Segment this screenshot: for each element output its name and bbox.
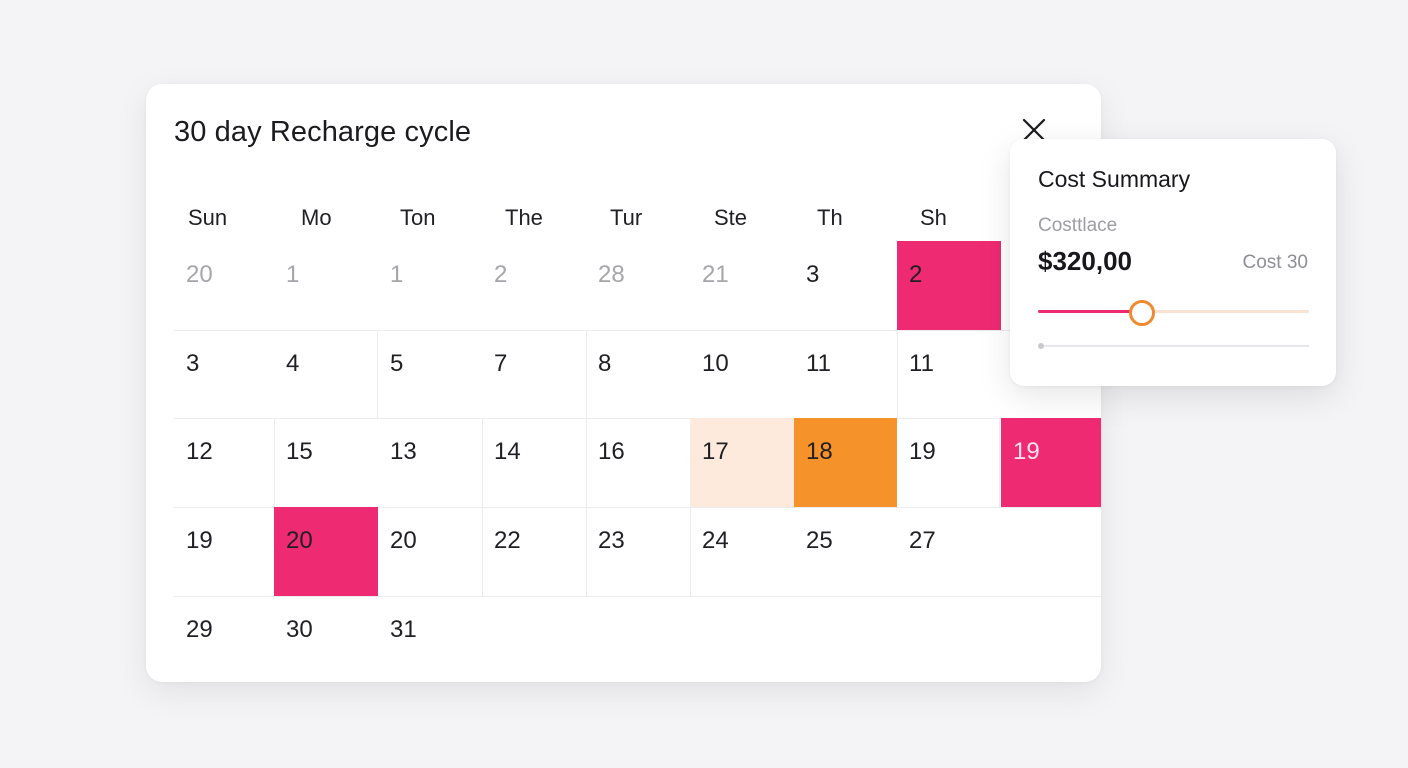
- grid-line: [482, 418, 483, 596]
- calendar-day-cell[interactable]: 1: [286, 261, 300, 288]
- weekday-header: The: [505, 205, 543, 230]
- calendar-day-cell[interactable]: 31: [390, 616, 417, 643]
- summary-label: Costtlace: [1038, 215, 1118, 236]
- weekday-header: Sun: [188, 205, 228, 230]
- calendar-day-cell[interactable]: 13: [390, 438, 417, 465]
- weekday-header: Ton: [400, 205, 436, 230]
- calendar-day-cell[interactable]: 22: [494, 527, 521, 554]
- calendar-day-cell[interactable]: 12: [186, 438, 213, 465]
- slider-thumb[interactable]: [1128, 300, 1155, 326]
- weekday-header: Ste: [714, 205, 748, 230]
- calendar-day-cell[interactable]: 2: [494, 261, 508, 288]
- cost-summary-panel: Cost Summary Costtlace $320,00 Cost 30: [1010, 139, 1336, 386]
- calendar-day-cell[interactable]: 11: [909, 350, 934, 377]
- calendar-day-cell[interactable]: 20: [186, 261, 213, 288]
- calendar-day-cell[interactable]: 11: [806, 350, 831, 377]
- slider-track: [1038, 310, 1309, 313]
- calendar-day-cell[interactable]: 27: [909, 527, 936, 554]
- calendar-day-cell[interactable]: 21: [702, 261, 729, 288]
- grid-line: [174, 596, 1101, 597]
- calendar-day-cell[interactable]: 24: [702, 527, 729, 554]
- grid-line: [174, 418, 1101, 419]
- grid-line: [999, 418, 1000, 507]
- calendar-day-cell[interactable]: 2: [897, 241, 1001, 330]
- calendar-day-cell[interactable]: 19: [909, 438, 936, 465]
- slider-fill: [1038, 310, 1141, 313]
- calendar-day-cell[interactable]: 8: [598, 350, 612, 377]
- grid-line: [174, 330, 1101, 331]
- summary-side-label: Cost 30: [1242, 252, 1308, 273]
- calendar-day-cell[interactable]: 28: [598, 261, 625, 288]
- grid-line: [586, 418, 587, 596]
- calendar-day-cell[interactable]: 19: [1001, 418, 1101, 507]
- calendar-day-cell[interactable]: 16: [598, 438, 625, 465]
- summary-title: Cost Summary: [1038, 166, 1191, 192]
- recharge-calendar-card: 30 day Recharge cycle Sun Mo Ton The Tur Ste T…: [146, 84, 1101, 682]
- calendar-day-cell[interactable]: 17: [690, 418, 794, 507]
- summary-amount: $320,00: [1038, 246, 1132, 276]
- calendar-day-cell[interactable]: 14: [494, 438, 521, 465]
- grid-line: [897, 330, 898, 418]
- calendar-day-cell[interactable]: 23: [598, 527, 625, 554]
- weekday-header: Mo: [301, 205, 332, 230]
- calendar-day-cell[interactable]: 5: [390, 350, 404, 377]
- calendar-day-cell[interactable]: 1: [390, 261, 404, 288]
- calendar-day-cell[interactable]: 18: [794, 418, 897, 507]
- secondary-slider[interactable]: [1038, 339, 1309, 353]
- calendar-day-cell[interactable]: 3: [186, 350, 200, 377]
- weekday-header: Tur: [610, 205, 643, 230]
- slider-track: [1038, 345, 1309, 347]
- calendar-day-cell[interactable]: 25: [806, 527, 833, 554]
- grid-line: [586, 330, 587, 418]
- weekday-header: Th: [817, 205, 843, 230]
- calendar-day-cell[interactable]: 20: [274, 507, 378, 596]
- calendar-day-cell[interactable]: 3: [806, 261, 820, 288]
- calendar-day-cell[interactable]: 20: [390, 527, 417, 554]
- card-title: 30 day Recharge cycle: [174, 116, 472, 148]
- calendar-day-cell[interactable]: 7: [494, 350, 508, 377]
- cost-slider[interactable]: [1038, 299, 1309, 326]
- grid-line: [690, 418, 691, 596]
- grid-line: [174, 507, 1101, 508]
- calendar-day-cell[interactable]: 4: [286, 350, 300, 377]
- weekday-header: Sh: [920, 205, 947, 230]
- slider-thumb[interactable]: [1038, 343, 1044, 349]
- close-button[interactable]: [1014, 110, 1054, 150]
- grid-line: [377, 330, 378, 418]
- calendar-day-cell[interactable]: 10: [702, 350, 729, 377]
- calendar-grid: Sun Mo Ton The Tur Ste Th Sh 20 1 1 2 28 21 3 2 3 4 5 7 8 10 1…: [174, 196, 1101, 657]
- calendar-day-cell[interactable]: 30: [286, 616, 313, 643]
- calendar-day-cell[interactable]: 15: [286, 438, 313, 465]
- calendar-day-cell[interactable]: 29: [186, 616, 213, 643]
- close-icon: [1022, 118, 1046, 142]
- calendar-day-cell[interactable]: 19: [186, 527, 213, 554]
